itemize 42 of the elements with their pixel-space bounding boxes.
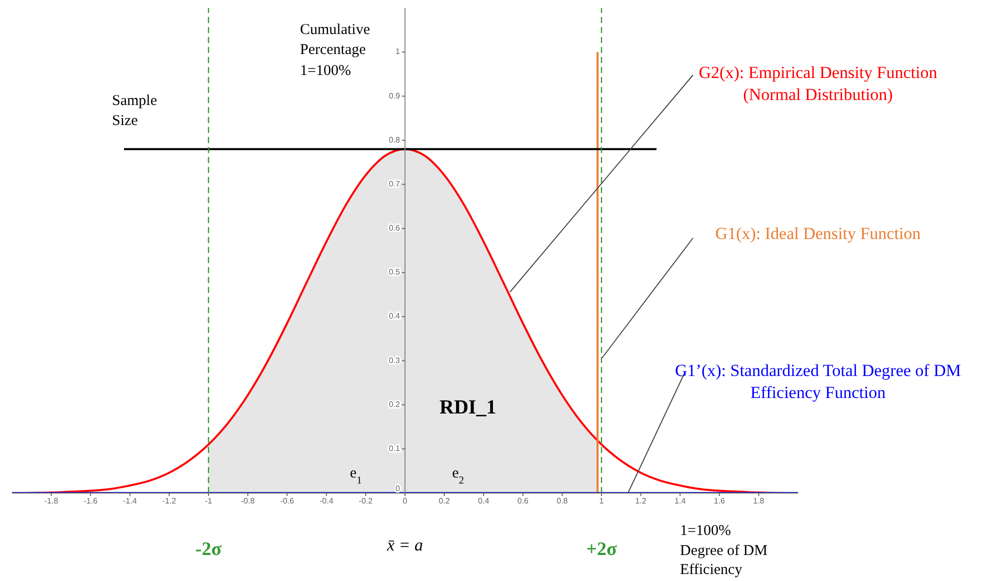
x-tick-label: 0.8: [556, 496, 568, 506]
text: G1’(x): Standardized Total Degree of DM Efficiency Function: [674, 360, 962, 404]
y-tick-label: 0.2: [388, 400, 401, 409]
y-tick-label: 0.6: [388, 224, 401, 233]
x-tick-label: -1.4: [123, 496, 138, 506]
text: x̄ = a: [386, 535, 424, 554]
ref-line-label: -2σ: [195, 539, 222, 560]
text: G2(x): Empirical Density Function (Normal Distribution): [698, 62, 938, 106]
y-tick-label: 0.5: [388, 268, 401, 277]
y-tick-label: 0.9: [388, 91, 401, 100]
annotation: RDI_1: [440, 396, 496, 419]
x-tick-label: 1.4: [674, 496, 686, 506]
y-axis-title: Cumulative Percentage 1=100%: [300, 22, 370, 78]
series-label: Sample Size: [112, 92, 158, 130]
x-axis-title: 1=100% Degree of DM Efficiency: [680, 522, 768, 580]
x-tick-label: -0.4: [320, 496, 334, 506]
y-tick-label: 1: [396, 47, 401, 56]
y-tick-label: 0.4: [388, 312, 401, 321]
x-tick-label: -0.2: [358, 496, 374, 506]
y-tick-label: 0.7: [388, 179, 401, 188]
x-tick-label: -0.8: [240, 496, 256, 506]
y-tick-label: 0.8: [388, 135, 401, 144]
x-tick-label: -1.2: [162, 496, 177, 506]
y-tick-label: 0.3: [388, 356, 401, 365]
x-tick-label: 1.2: [635, 496, 647, 506]
annotation: e$_{1}$: [350, 466, 362, 486]
x-tick-label: -0.6: [280, 496, 295, 506]
x-tick-label: -1.8: [44, 496, 59, 506]
x-tick-label: -1: [204, 496, 213, 506]
x-tick-label: 0.2: [438, 496, 450, 506]
ref-line-label: +2σ: [586, 539, 618, 560]
x-tick-label: 1.6: [714, 496, 726, 506]
y-tick-label: 0: [396, 484, 401, 494]
x-tick-label: 0.4: [478, 496, 490, 506]
y-tick-label: 0.1: [388, 444, 401, 454]
x-tick-label: 0: [402, 496, 408, 506]
x-tick-label: -1.6: [84, 496, 98, 506]
annotation: e$_{2}$: [452, 466, 464, 486]
text: G1(x): Ideal Density Function: [714, 223, 922, 245]
x-tick-label: 1.8: [753, 496, 765, 506]
x-tick-label: 1: [599, 496, 604, 506]
x-tick-label: 0.6: [517, 496, 530, 506]
